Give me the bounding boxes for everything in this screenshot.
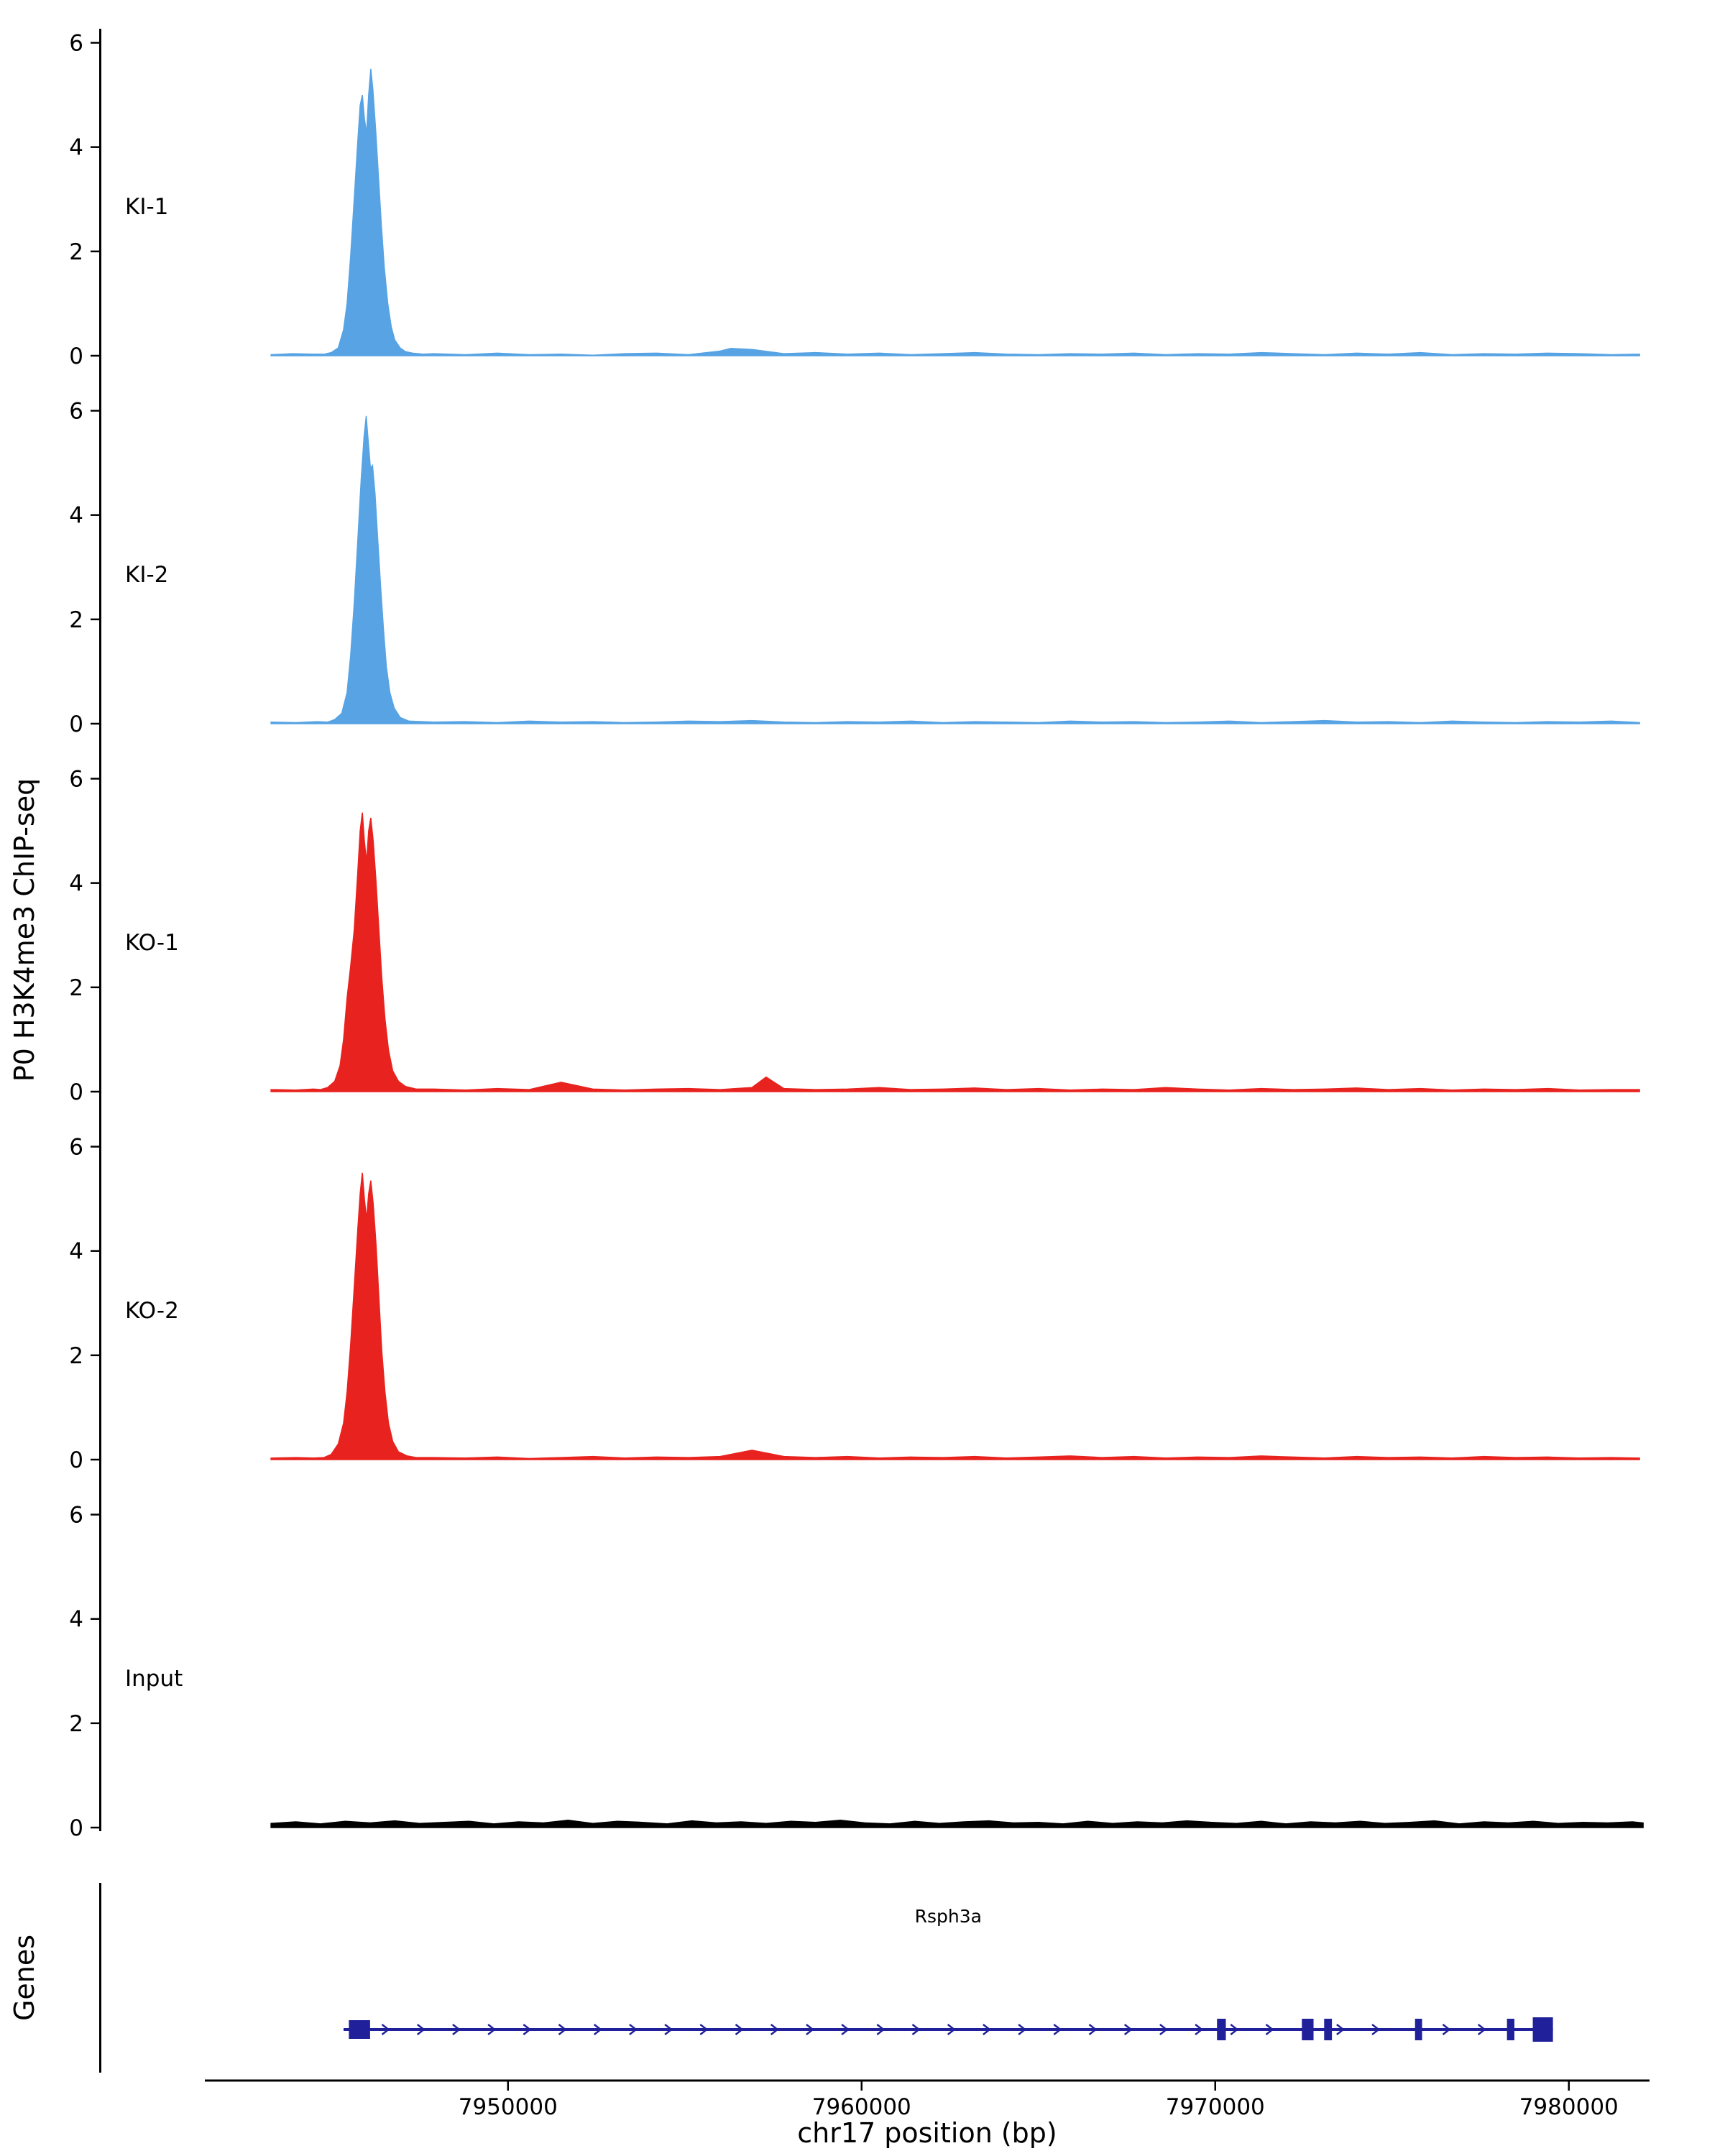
y-tick-label: 4 <box>69 135 83 161</box>
gene-exon <box>1414 2019 1422 2040</box>
strand-arrow-icon <box>1442 2024 1451 2035</box>
gene-exon <box>1324 2019 1333 2040</box>
strand-arrow-icon <box>1265 2024 1274 2035</box>
y-tick-label: 6 <box>69 767 83 793</box>
x-tick-label: 7970000 <box>1166 2094 1265 2120</box>
strand-arrow-icon <box>806 2024 814 2035</box>
x-tick-label: 7960000 <box>812 2094 911 2120</box>
gene-exon <box>1506 2019 1514 2040</box>
y-tick-label: 4 <box>69 1239 83 1265</box>
y-tick-label: 4 <box>69 503 83 529</box>
strand-arrow-icon <box>1053 2024 1062 2035</box>
x-tick-label: 7950000 <box>459 2094 558 2120</box>
y-tick-label: 0 <box>69 711 83 737</box>
strand-arrow-icon <box>487 2024 497 2035</box>
y-tick-label: 6 <box>69 399 83 425</box>
strand-arrow-icon <box>1018 2024 1027 2035</box>
gene-exon <box>1532 2017 1553 2042</box>
y-tick-label: 0 <box>69 344 83 369</box>
strand-arrow-icon <box>593 2024 602 2035</box>
strand-arrow-icon <box>558 2024 567 2035</box>
genes-axis-line <box>99 1883 101 2073</box>
track-label-KI-2: KI-2 <box>125 562 168 588</box>
y-tick-label: 4 <box>69 871 83 897</box>
y-tick-label: 4 <box>69 1607 83 1633</box>
track-panel-KI-2: 0 2 4 6 KI-2 <box>69 399 1640 737</box>
signal-area-KO-2 <box>270 1172 1640 1460</box>
strand-arrow-icon <box>664 2024 673 2035</box>
track-panel-KO-1: 0 2 4 6 KO-1 <box>69 767 1640 1105</box>
strand-arrow-icon <box>699 2024 709 2035</box>
strand-arrow-icon <box>947 2024 956 2035</box>
y-tick-label: 2 <box>69 1711 83 1737</box>
track-panel-Input: 0 2 4 6 Input <box>69 1503 1644 1841</box>
gene-exon <box>1302 2019 1314 2040</box>
strand-arrow-icon <box>770 2024 779 2035</box>
genes-svg <box>343 2017 1553 2042</box>
strand-arrow-icon <box>1371 2024 1381 2035</box>
gene-exon <box>349 2020 370 2039</box>
y-tick-label: 2 <box>69 1343 83 1369</box>
strand-arrow-icon <box>1477 2024 1486 2035</box>
gene-exon <box>1217 2019 1226 2040</box>
strand-arrow-icon <box>1159 2024 1168 2035</box>
y-axis-line <box>99 29 101 1831</box>
strand-arrow-icon <box>841 2024 850 2035</box>
signal-area-KI-2 <box>270 415 1640 724</box>
strand-arrow-icon <box>911 2024 921 2035</box>
x-tick-label: 7980000 <box>1519 2094 1619 2120</box>
strand-arrow-icon <box>1123 2024 1133 2035</box>
track-label-Input: Input <box>125 1666 183 1692</box>
strand-arrow-icon <box>876 2024 886 2035</box>
strand-arrow-icon <box>416 2024 426 2035</box>
x-axis-svg: 7950000 7960000 7970000 7980000 <box>205 2079 1650 2120</box>
strand-arrow-icon <box>1336 2024 1345 2035</box>
y-tick-label: 0 <box>69 1815 83 1841</box>
x-axis-title: chr17 position (bp) <box>797 2117 1057 2149</box>
signal-area-Input <box>270 1820 1644 1828</box>
signal-area-KO-1 <box>270 812 1640 1092</box>
strand-arrow-icon <box>983 2024 991 2035</box>
y-tick-label: 2 <box>69 975 83 1001</box>
y-tick-label: 2 <box>69 239 83 265</box>
track-panel-KI-1: 0 2 4 6 KI-1 <box>69 31 1640 369</box>
track-label-KO-2: KO-2 <box>125 1298 179 1324</box>
y-tick-label: 6 <box>69 31 83 57</box>
strand-arrow-icon <box>1088 2024 1098 2035</box>
strand-arrow-icon <box>452 2024 461 2035</box>
strand-arrow-icon <box>523 2024 532 2035</box>
signal-area-KI-1 <box>270 68 1640 356</box>
y-tick-label: 0 <box>69 1447 83 1473</box>
y-tick-label: 0 <box>69 1079 83 1105</box>
y-tick-label: 6 <box>69 1503 83 1529</box>
y-tick-label: 2 <box>69 607 83 633</box>
strand-arrow-icon <box>629 2024 638 2035</box>
strand-arrow-icon <box>381 2024 390 2035</box>
strand-arrow-icon <box>1195 2024 1204 2035</box>
track-label-KI-1: KI-1 <box>125 194 168 220</box>
track-label-KO-1: KO-1 <box>125 930 179 956</box>
strand-arrow-icon <box>1230 2024 1239 2035</box>
strand-arrow-icon <box>735 2024 744 2035</box>
gene-name-label: Rsph3a <box>914 1906 982 1927</box>
y-tick-label: 6 <box>69 1135 83 1161</box>
track-panel-KO-2: 0 2 4 6 KO-2 <box>69 1135 1640 1473</box>
